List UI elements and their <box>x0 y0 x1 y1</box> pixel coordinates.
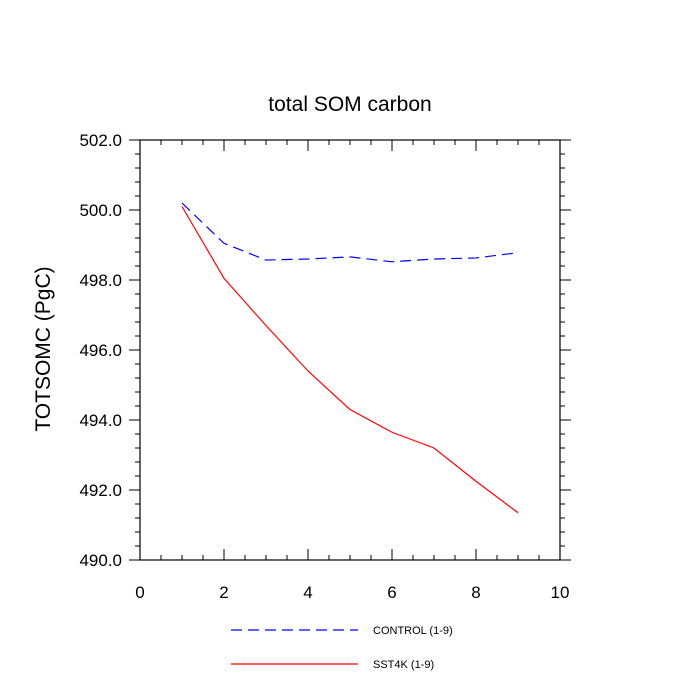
y-tick-label: 494.0 <box>79 411 122 430</box>
y-tick-label: 498.0 <box>79 271 122 290</box>
x-tick-label: 10 <box>551 583 570 602</box>
legend: CONTROL (1-9) SST4K (1-9) <box>231 625 453 671</box>
x-tick-label: 6 <box>387 583 396 602</box>
y-axis-label: TOTSOMC (PgC) <box>32 266 55 431</box>
series-line-sst4k <box>181 206 519 514</box>
legend-label: SST4K (1-9) <box>373 659 434 671</box>
y-tick-label: 502.0 <box>79 131 122 150</box>
chart-title: total SOM carbon <box>268 93 431 116</box>
y-tick-label: 492.0 <box>79 481 122 500</box>
y-tick-label: 496.0 <box>79 341 122 360</box>
plot-frame <box>139 139 561 561</box>
series-layer <box>181 202 519 514</box>
x-tick-label: 4 <box>303 583 312 602</box>
axis-ticks: 0 2 4 6 8 10 490.0 492.0 494.0 496.0 498.0 500.0 502… <box>79 131 571 602</box>
y-tick-label: 500.0 <box>79 201 122 220</box>
legend-label: CONTROL (1-9) <box>373 625 453 637</box>
x-tick-label: 8 <box>471 583 480 602</box>
x-tick-label: 0 <box>135 583 144 602</box>
y-tick-label: 490.0 <box>79 551 122 570</box>
x-tick-label: 2 <box>219 583 228 602</box>
series-line-control <box>181 202 519 263</box>
